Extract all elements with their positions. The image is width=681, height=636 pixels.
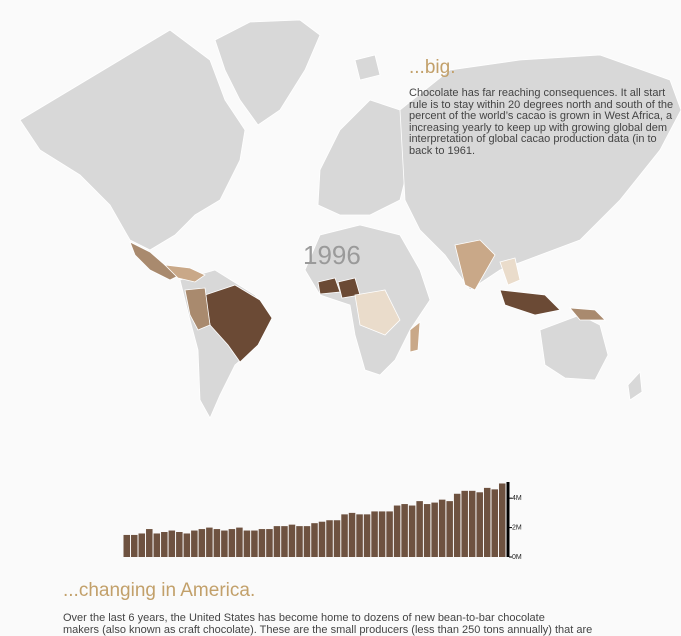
bar <box>229 529 236 557</box>
paragraph-line: interpretation of global cacao productio… <box>409 134 681 146</box>
bar <box>491 489 498 557</box>
bar <box>251 531 258 557</box>
bar <box>319 522 326 557</box>
section-paragraph: Chocolate has far reaching consequences.… <box>409 88 681 157</box>
world-map <box>0 0 681 440</box>
production-chart: 0M 2M 4M <box>0 470 681 570</box>
bar <box>259 529 266 557</box>
paragraph-line: percent of the world’s cacao is grown in… <box>409 111 681 123</box>
north-america <box>20 30 245 250</box>
paragraph-line: back to 1961. <box>409 146 681 158</box>
bar <box>431 503 438 557</box>
bar <box>394 506 401 557</box>
bar <box>439 500 446 557</box>
bar <box>416 501 423 557</box>
y-tick-label: 0M <box>512 554 522 561</box>
section-heading: ...big. <box>409 57 455 79</box>
bar <box>146 529 153 557</box>
map-year: 1996 <box>303 240 361 271</box>
section-paragraph: Over the last 6 years, the United States… <box>63 613 603 636</box>
bar <box>356 514 363 557</box>
bar <box>154 533 161 557</box>
bar <box>221 531 228 557</box>
bar <box>139 533 146 557</box>
australia <box>540 315 608 380</box>
bar <box>206 528 213 557</box>
bar <box>176 532 183 557</box>
bar <box>191 531 198 557</box>
indonesia <box>500 290 560 315</box>
bar <box>124 535 131 557</box>
bar <box>304 526 311 557</box>
bar <box>454 494 461 557</box>
bar <box>364 514 371 557</box>
bar <box>469 491 476 557</box>
bar <box>401 504 408 557</box>
bar <box>274 526 281 557</box>
bar <box>499 483 506 557</box>
paragraph-line: makers (also known as craft chocolate). … <box>63 625 603 636</box>
bar <box>199 529 206 557</box>
paragraph-line: Chocolate has far reaching consequences.… <box>409 88 681 100</box>
andes <box>185 288 210 330</box>
bar <box>131 535 138 557</box>
bar <box>184 533 191 557</box>
bar <box>476 492 483 557</box>
bar <box>409 506 416 557</box>
bar <box>349 513 356 557</box>
bar <box>484 488 491 557</box>
y-tick-label: 2M <box>512 524 522 531</box>
section-heading: ...changing in America. <box>63 580 255 602</box>
bar <box>266 529 273 557</box>
bar <box>214 529 221 557</box>
bar <box>386 511 393 557</box>
bar <box>446 501 453 557</box>
y-tick-label: 4M <box>512 495 522 502</box>
bar <box>281 526 288 557</box>
paragraph-line: Over the last 6 years, the United States… <box>63 613 603 625</box>
mexico <box>130 242 180 280</box>
bar <box>311 523 318 557</box>
europe <box>318 100 410 215</box>
bar <box>424 504 431 557</box>
new-zealand <box>628 372 642 400</box>
bar <box>296 526 303 557</box>
bar <box>341 514 348 557</box>
bar <box>169 531 176 557</box>
bar <box>461 491 468 557</box>
arctic-islands <box>355 55 380 80</box>
bar <box>289 525 296 557</box>
bar <box>334 520 341 557</box>
bar <box>236 528 243 557</box>
bar <box>244 531 251 557</box>
bar <box>326 520 333 557</box>
bar <box>161 532 168 557</box>
bar <box>379 511 386 557</box>
bar <box>371 511 378 557</box>
